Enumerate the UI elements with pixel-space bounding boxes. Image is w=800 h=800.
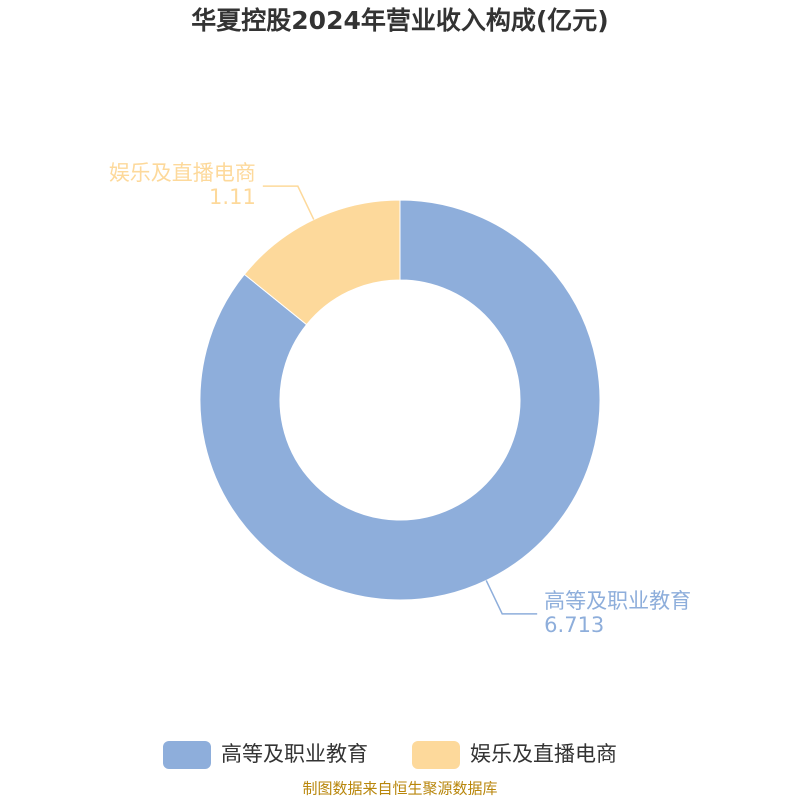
- donut-slice: [243, 199, 401, 326]
- leader-line: [262, 185, 315, 220]
- legend-label: 高等及职业教育: [221, 742, 368, 766]
- slice-label: 高等及职业教育: [544, 589, 691, 613]
- legend-swatch: [163, 741, 211, 769]
- slice-value: 1.11: [209, 185, 256, 209]
- source-note: 制图数据来自恒生聚源数据库: [302, 780, 497, 798]
- legend-swatch: [412, 741, 460, 769]
- leader-line: [485, 580, 538, 615]
- slice-label: 娱乐及直播电商: [109, 161, 256, 185]
- donut-slice: [199, 199, 601, 601]
- chart-title: 华夏控股2024年营业收入构成(亿元): [191, 6, 608, 35]
- slice-value: 6.713: [544, 613, 604, 637]
- legend-label: 娱乐及直播电商: [470, 742, 617, 766]
